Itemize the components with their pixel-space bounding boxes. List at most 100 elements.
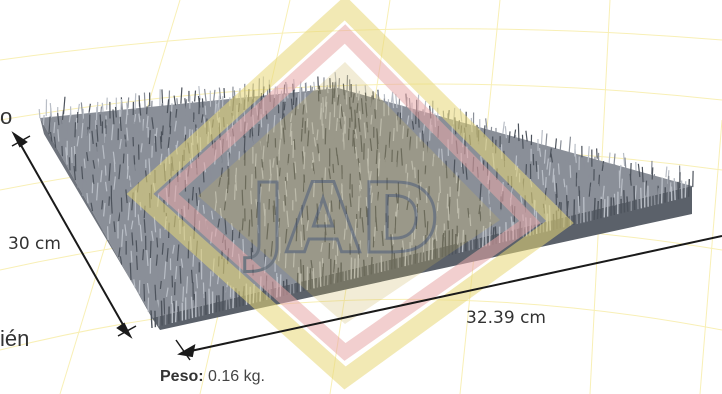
bristle (146, 282, 150, 294)
bristle (585, 196, 589, 222)
bristle (591, 193, 594, 211)
bristle (136, 255, 138, 270)
bristle (394, 216, 397, 234)
weight-label: Peso: (160, 368, 204, 385)
bristle (520, 195, 523, 204)
bristle (383, 98, 387, 112)
bristle (562, 151, 566, 162)
bristle (118, 164, 121, 180)
bristle (422, 130, 425, 148)
bristle (363, 122, 367, 139)
bristle (138, 102, 142, 116)
bristle (166, 248, 169, 263)
bristle (521, 134, 524, 149)
bristle (142, 159, 145, 176)
bristle (352, 255, 355, 269)
bristle (272, 205, 275, 223)
bristle (119, 138, 122, 150)
bristle (310, 259, 314, 272)
bristle (406, 177, 410, 194)
bristle (283, 212, 285, 222)
bristle (323, 262, 326, 286)
bristle (300, 87, 303, 98)
bristle (290, 263, 293, 275)
bristle (127, 202, 131, 221)
bristle (235, 153, 238, 169)
bristle (190, 296, 194, 319)
bristle (218, 295, 221, 312)
bristle (241, 218, 244, 231)
bristle (86, 152, 89, 162)
bristle (359, 180, 363, 190)
bristle (342, 132, 345, 151)
bristle (161, 102, 163, 120)
bristle (458, 180, 461, 197)
bristle (186, 265, 190, 275)
bristle (403, 165, 407, 180)
bristle (150, 310, 153, 329)
bristle (123, 139, 126, 157)
bristle (626, 196, 629, 212)
bristle (135, 240, 138, 252)
bristle (413, 225, 416, 240)
bristle (400, 148, 403, 166)
bristle (294, 188, 297, 202)
bristle (353, 137, 356, 154)
bristle (330, 111, 333, 124)
bristle (602, 185, 605, 200)
bristle (335, 99, 339, 111)
bristle (129, 262, 132, 281)
bristle (139, 224, 143, 242)
bristle (127, 97, 130, 109)
bristle (215, 295, 218, 313)
bristle (366, 158, 370, 174)
bristle (118, 247, 121, 258)
bristle (325, 101, 328, 119)
bristle (359, 240, 361, 252)
bristle (336, 267, 340, 283)
bristle (301, 117, 304, 128)
bristle (601, 160, 605, 172)
bristle (290, 98, 293, 110)
bristle (238, 229, 241, 239)
bristle (467, 194, 470, 209)
bristle (76, 136, 80, 147)
bristle (331, 229, 335, 242)
bristle (613, 164, 616, 175)
bristle (455, 213, 459, 229)
bristle (337, 121, 341, 136)
bristle (102, 145, 105, 159)
bristle (588, 182, 592, 197)
bristle (348, 153, 350, 163)
bristle (447, 206, 450, 221)
bristle (337, 208, 340, 225)
bristle (182, 286, 185, 302)
bristle (331, 169, 334, 186)
bristle (466, 233, 470, 242)
bristle (92, 160, 96, 169)
bristle (283, 113, 286, 130)
bristle (624, 157, 627, 173)
bristle (640, 187, 643, 209)
bristle (280, 125, 283, 139)
bristle (158, 301, 161, 327)
bristle (202, 204, 205, 214)
bristle (194, 90, 197, 102)
bristle (354, 118, 356, 135)
bristle (125, 107, 129, 125)
bristle (303, 152, 306, 170)
bristle (155, 254, 158, 266)
bristle (180, 258, 184, 268)
bristle (101, 218, 104, 233)
bristle (185, 276, 189, 294)
bristle (294, 97, 298, 116)
bristle (366, 258, 369, 276)
bristle (317, 76, 319, 90)
bristle (335, 147, 338, 156)
bristle (151, 156, 154, 169)
bristle (347, 159, 350, 177)
bristle (294, 148, 298, 165)
bristle (143, 92, 146, 108)
bristle (106, 97, 108, 110)
bristle (108, 214, 112, 224)
